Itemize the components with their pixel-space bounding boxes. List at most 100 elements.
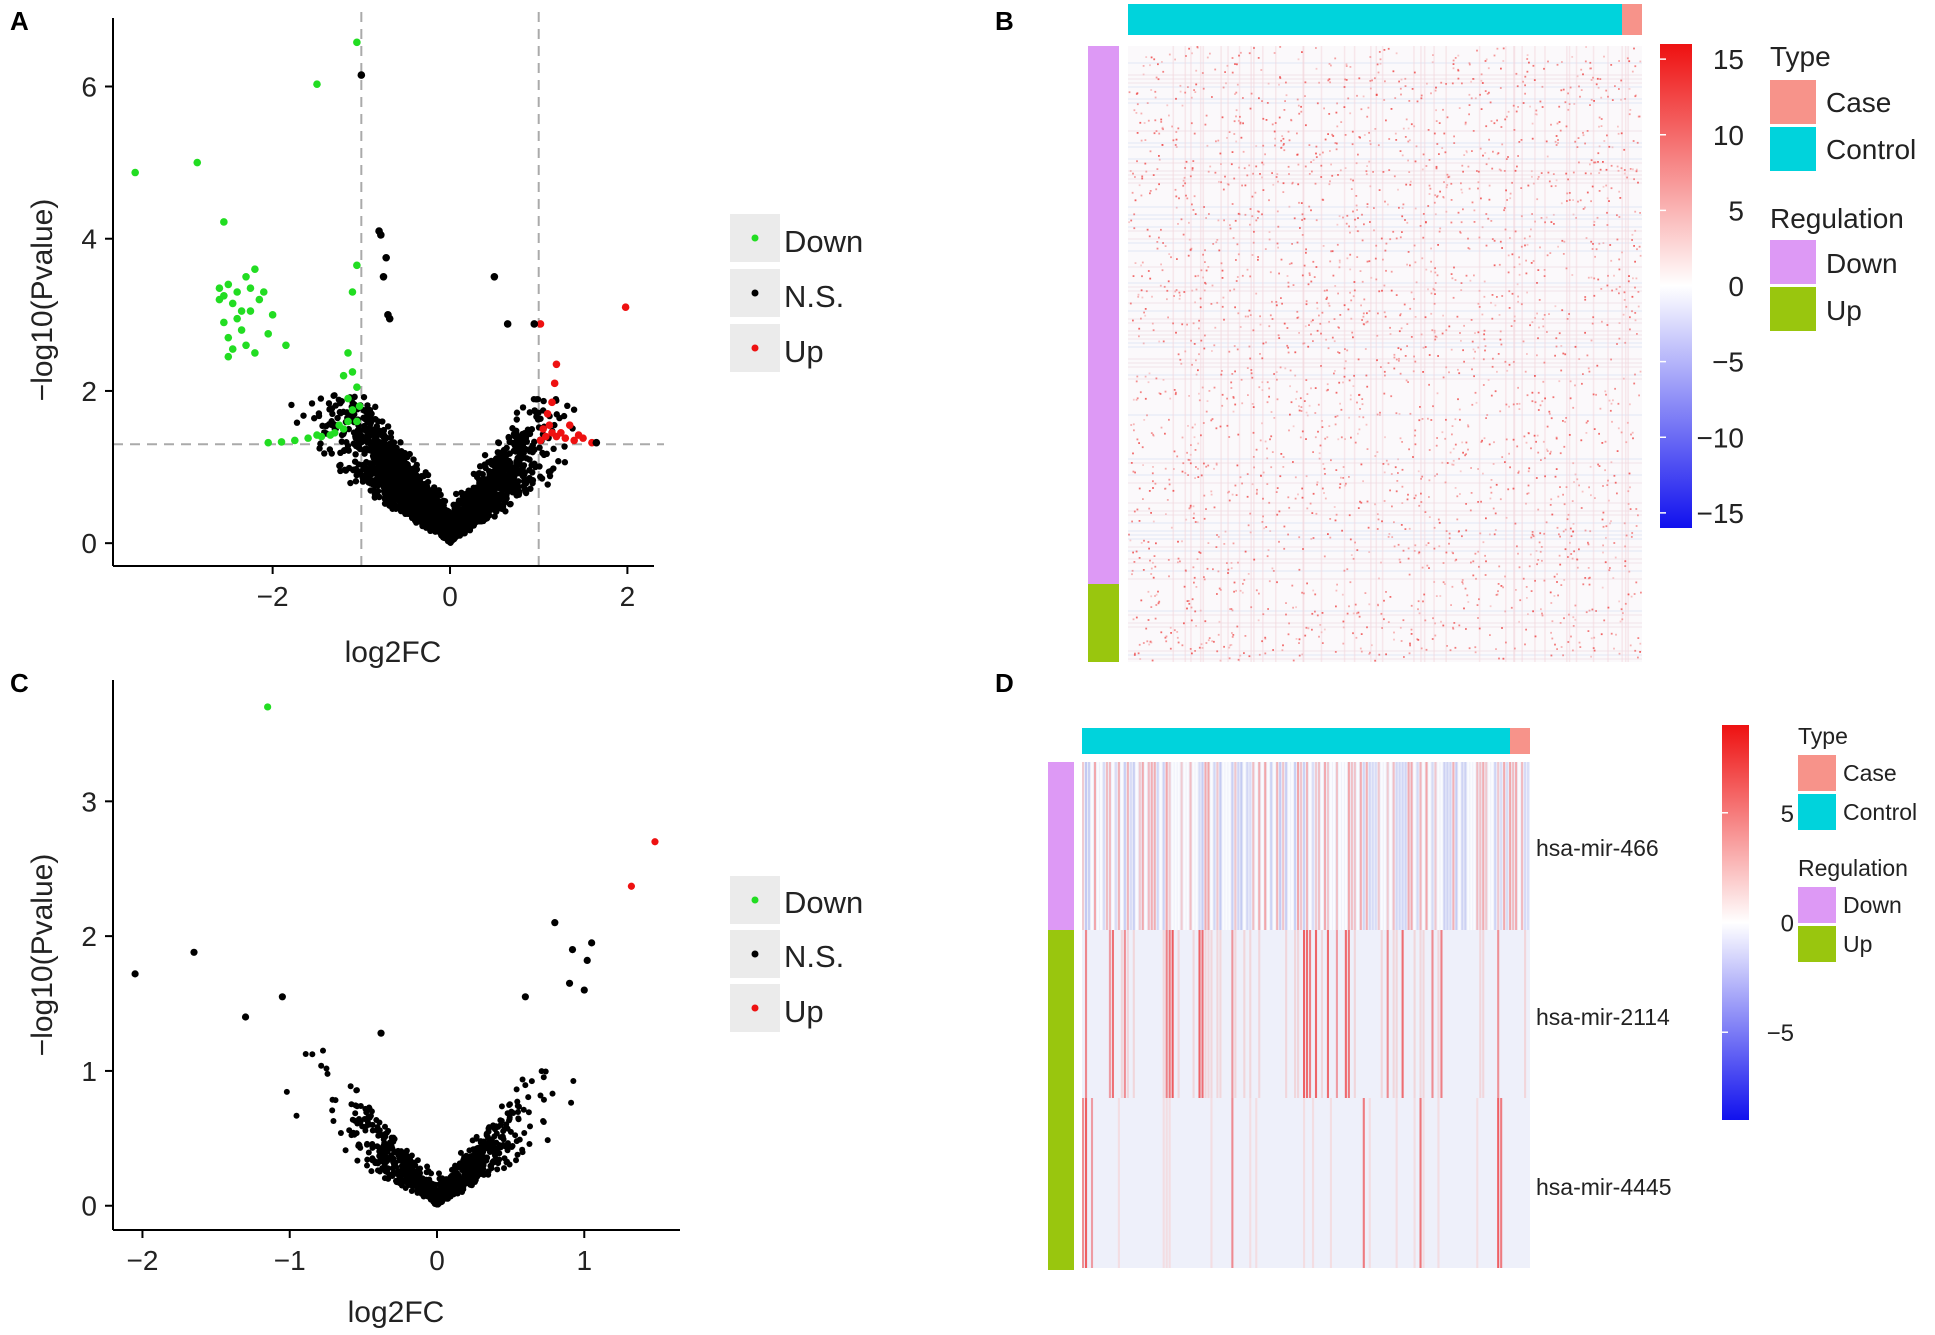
heatmap-cell bbox=[1330, 459, 1332, 462]
heatmap-cell bbox=[1181, 323, 1184, 326]
heatmap-cell bbox=[1283, 525, 1286, 528]
heatmap-cell bbox=[1522, 577, 1525, 580]
heatmap-cell bbox=[1248, 52, 1251, 55]
heatmap-cell bbox=[1347, 97, 1350, 100]
heatmap-cell bbox=[1380, 612, 1383, 615]
heatmap-cell bbox=[1366, 206, 1369, 208]
heatmap-cell bbox=[1289, 369, 1292, 372]
heatmap-cell bbox=[1526, 353, 1528, 355]
heatmap-cell bbox=[1379, 411, 1381, 414]
heatmap-row-band bbox=[1128, 170, 1642, 172]
heatmap-cell bbox=[1239, 326, 1242, 328]
heatmap-cell bbox=[1568, 199, 1571, 201]
heatmap-cell bbox=[1129, 170, 1132, 172]
ns-point bbox=[504, 1147, 511, 1154]
heatmap-cell bbox=[1548, 180, 1551, 183]
heatmap-cell bbox=[1306, 393, 1309, 395]
ns-point bbox=[337, 1130, 344, 1137]
ns-point bbox=[459, 1163, 466, 1170]
heatmap-cell bbox=[1629, 644, 1632, 647]
heatmap-cell bbox=[1376, 334, 1379, 337]
heatmap-cell bbox=[1173, 389, 1176, 391]
heatmap-cell bbox=[1320, 164, 1323, 167]
heatmap-cell bbox=[1308, 205, 1311, 208]
heatmap-cell bbox=[1412, 370, 1415, 373]
heatmap-cell bbox=[1471, 150, 1473, 152]
heatmap-cell bbox=[1134, 262, 1137, 264]
heatmap-cell bbox=[1163, 285, 1166, 288]
heatmap-cell bbox=[1161, 61, 1163, 63]
ns-point bbox=[464, 521, 471, 528]
heatmap-cell bbox=[1458, 530, 1460, 533]
heatmap-cell bbox=[1634, 312, 1637, 314]
heatmap-row-band bbox=[1128, 206, 1642, 208]
heatmap-cell bbox=[1142, 498, 1144, 500]
ns-point bbox=[336, 462, 343, 470]
ns-point bbox=[320, 1047, 327, 1054]
heatmap-cell bbox=[1300, 110, 1303, 113]
heatmap-cell bbox=[1638, 394, 1640, 397]
heatmap-cell bbox=[1289, 385, 1291, 388]
heatmap-cell bbox=[1420, 647, 1423, 650]
ns-point bbox=[506, 1101, 513, 1108]
heatmap-cell bbox=[1570, 553, 1573, 555]
heatmap-cell bbox=[1433, 201, 1436, 204]
heatmap-cell bbox=[1181, 644, 1184, 647]
heatmap-cell bbox=[1143, 419, 1146, 421]
heatmap-cell bbox=[1441, 332, 1444, 335]
ns-point bbox=[448, 530, 455, 537]
heatmap-cell bbox=[1480, 73, 1483, 76]
x-tick-label: 0 bbox=[429, 1245, 445, 1276]
heatmap-cell bbox=[1141, 296, 1144, 299]
heatmap-cell bbox=[1316, 329, 1319, 332]
heatmap-cell bbox=[1623, 148, 1626, 151]
heatmap-cell bbox=[1607, 479, 1609, 482]
heatmap-cell bbox=[1566, 318, 1569, 320]
heatmap-cell bbox=[1223, 543, 1226, 545]
heatmap-cell bbox=[1140, 542, 1143, 544]
heatmap-cell bbox=[1151, 472, 1154, 475]
heatmap-cell bbox=[1338, 352, 1341, 354]
panel-label-c: C bbox=[10, 668, 29, 698]
ns-point bbox=[356, 1142, 363, 1149]
x-tick-label: −1 bbox=[274, 1245, 306, 1276]
heatmap-cell bbox=[1436, 392, 1439, 395]
down-point bbox=[304, 434, 312, 442]
heatmap-cell bbox=[1132, 398, 1135, 401]
heatmap-cell bbox=[1433, 329, 1436, 332]
heatmap-cell bbox=[1497, 590, 1499, 593]
heatmap-cell bbox=[1271, 567, 1274, 570]
heatmap-cell bbox=[1185, 160, 1188, 163]
heatmap-cell bbox=[1211, 284, 1214, 287]
heatmap-cell bbox=[1255, 589, 1258, 592]
heatmap-cell bbox=[1562, 493, 1564, 496]
heatmap-cell bbox=[1577, 137, 1580, 139]
heatmap-cell bbox=[1452, 626, 1454, 629]
heatmap-cell bbox=[1343, 304, 1346, 307]
heatmap-cell bbox=[1479, 93, 1481, 96]
heatmap-cell bbox=[1283, 109, 1286, 111]
heatmap-cell bbox=[1132, 172, 1134, 175]
heatmap-cell bbox=[1483, 295, 1486, 298]
heatmap-cell bbox=[1498, 565, 1501, 568]
ns-cloud-a bbox=[288, 392, 578, 546]
heatmap-cell bbox=[1474, 350, 1476, 353]
heatmap-cell bbox=[1600, 125, 1603, 127]
heatmap-cell bbox=[1210, 419, 1213, 422]
heatmap-cell bbox=[1602, 185, 1605, 188]
heatmap-cell bbox=[1312, 589, 1315, 592]
legend-label-ns-a: N.S. bbox=[784, 279, 844, 314]
ns-point bbox=[345, 447, 352, 454]
heatmap-cell bbox=[1195, 625, 1197, 627]
heatmap-row-band bbox=[1128, 462, 1642, 464]
heatmap-row-band bbox=[1128, 214, 1642, 216]
heatmap-cell bbox=[1287, 285, 1290, 288]
heatmap-cell bbox=[1563, 617, 1565, 620]
heatmap-cell bbox=[1434, 634, 1437, 637]
heatmap-cell bbox=[1336, 223, 1339, 226]
ns-point bbox=[363, 1162, 370, 1169]
heatmap-cell bbox=[1286, 275, 1289, 277]
heatmap-row-band bbox=[1128, 538, 1642, 540]
heatmap-cell bbox=[1595, 610, 1597, 612]
heatmap-cell bbox=[1535, 477, 1538, 479]
